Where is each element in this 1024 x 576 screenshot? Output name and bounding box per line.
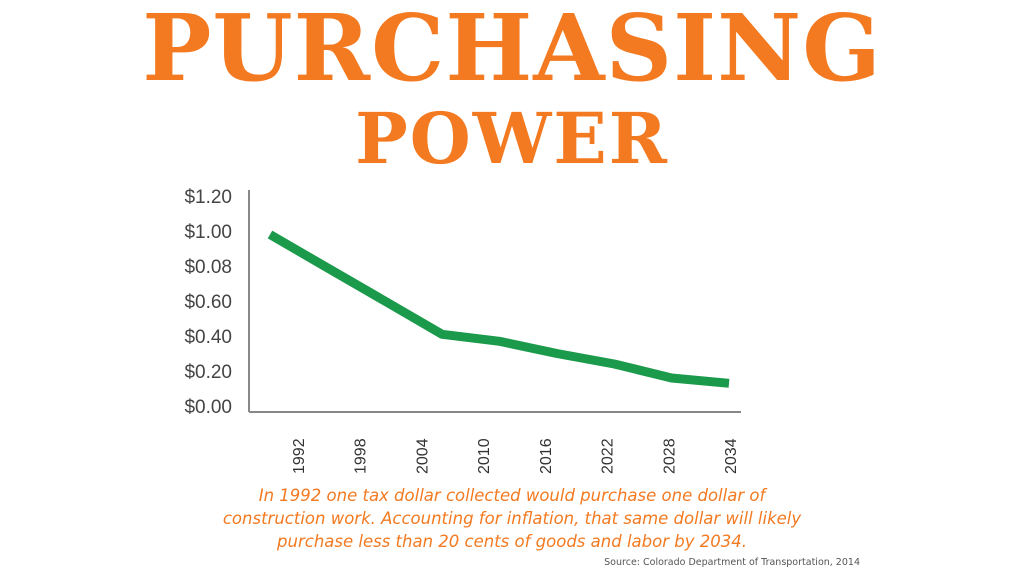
- y-tick-label: $1.00: [184, 222, 232, 243]
- x-tick-label: 2034: [723, 438, 740, 474]
- y-tick-label: $0.20: [184, 362, 232, 383]
- x-tick-label: 2004: [414, 438, 431, 474]
- x-axis-tick-labels: 1992 1998 2004 2010 2016 2022 2028 2034: [291, 438, 740, 474]
- source-citation: Source: Colorado Department of Transport…: [604, 557, 860, 568]
- series-line: [267, 230, 730, 388]
- y-tick-label: $0.08: [184, 257, 232, 278]
- x-tick-label: 2016: [538, 438, 555, 474]
- y-tick-label: $0.60: [184, 292, 232, 313]
- y-tick-label: $0.40: [184, 327, 232, 348]
- y-axis-tick-labels: $0.00 $0.20 $0.40 $0.60 $0.08 $1.00 $1.20: [184, 187, 232, 418]
- caption-text: In 1992 one tax dollar collected would p…: [222, 486, 802, 551]
- x-tick-label: 2010: [476, 438, 493, 474]
- x-tick-label: 2028: [661, 438, 678, 474]
- x-tick-label: 2022: [600, 438, 617, 474]
- y-tick-label: $1.20: [184, 187, 232, 208]
- y-tick-label: $0.00: [184, 397, 232, 418]
- x-tick-label: 1992: [291, 438, 308, 474]
- x-tick-label: 1998: [353, 438, 370, 474]
- title-line-1: PURCHASING: [142, 0, 882, 102]
- title-line-2: POWER: [355, 97, 669, 180]
